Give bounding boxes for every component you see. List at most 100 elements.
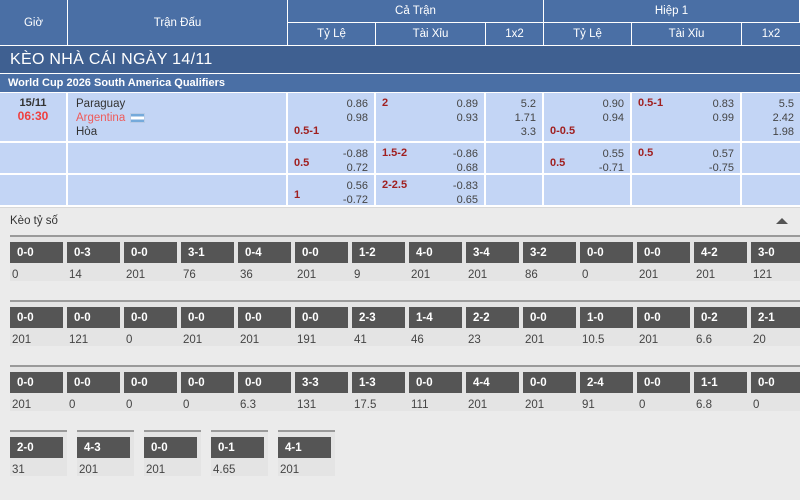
match-date: 15/11 xyxy=(19,97,47,109)
val: 5.5 xyxy=(778,98,794,110)
draw-label: Hòa xyxy=(76,126,98,138)
score-cell[interactable]: 0-0 201 xyxy=(523,365,580,430)
score-cell[interactable]: 0-0 0 xyxy=(124,300,181,365)
score-cell-inner: 0-0 0 xyxy=(637,365,694,411)
h1-tyle-cell-2[interactable]: 0.5 0.55 -0.71 xyxy=(544,143,632,175)
score-cell[interactable]: 3-2 86 xyxy=(523,235,580,300)
score-cell-inner: 0-0 0 xyxy=(181,365,238,411)
score-badge: 0-0 xyxy=(144,437,197,458)
score-cell[interactable]: 2-2 23 xyxy=(466,300,523,365)
header-group-ca-tran: Cả Trận Tỷ Lệ Tài Xỉu 1x2 xyxy=(288,0,544,46)
score-cell[interactable]: 4-0 201 xyxy=(409,235,466,300)
score-cell[interactable]: 0-0 111 xyxy=(409,365,466,430)
score-cell[interactable]: 0-0 0 xyxy=(67,365,124,430)
score-odd-value: 23 xyxy=(468,334,481,346)
score-cell[interactable]: 4-3 201 xyxy=(77,430,144,495)
score-cell[interactable]: 3-0 121 xyxy=(751,235,800,300)
h1-taixiu-hdp-2: 0.5 xyxy=(638,147,654,159)
score-section-header[interactable]: Kèo tỷ số xyxy=(0,207,800,233)
h1-tyle-cell-3 xyxy=(544,175,632,207)
score-cell[interactable]: 0-0 0 xyxy=(751,365,800,430)
score-cell[interactable]: 0-0 6.3 xyxy=(238,365,295,430)
score-cell[interactable]: 0-0 0 xyxy=(637,365,694,430)
caret-up-icon[interactable] xyxy=(776,217,788,224)
ct-taixiu-cell-1[interactable]: 2 0.89 0.93 xyxy=(376,93,486,143)
score-cell[interactable]: 0-0 201 xyxy=(238,300,295,365)
score-cell-inner: 0-0 201 xyxy=(10,365,67,411)
score-cell[interactable]: 1-4 46 xyxy=(409,300,466,365)
h1-tyle-cell-1[interactable]: 0-0.5 0.90 0.94 xyxy=(544,93,632,143)
score-cell[interactable]: 0-1 4.65 xyxy=(211,430,278,495)
score-cell[interactable]: 4-2 201 xyxy=(694,235,751,300)
ct-tyle-cell-3[interactable]: 1 0.56 -0.72 xyxy=(288,175,376,207)
h1-taixiu-cell-1[interactable]: 0.5-1 0.83 0.99 xyxy=(632,93,742,143)
val: 0.65 xyxy=(456,194,478,206)
h1-tyle-hdp-2: 0.5 xyxy=(550,157,566,169)
score-cell-inner: 4-2 201 xyxy=(694,235,751,281)
score-cell[interactable]: 4-4 201 xyxy=(466,365,523,430)
score-cell[interactable]: 3-3 131 xyxy=(295,365,352,430)
score-cell-inner: 2-3 41 xyxy=(352,300,409,346)
score-cell[interactable]: 2-3 41 xyxy=(352,300,409,365)
score-cell[interactable]: 4-1 201 xyxy=(278,430,345,495)
ct-tyle-vals-1: 0.86 0.98 xyxy=(347,97,368,125)
score-cell[interactable]: 0-0 0 xyxy=(580,235,637,300)
score-odd-value: 0 xyxy=(582,269,589,281)
h1-taixiu-cell-2[interactable]: 0.5 0.57 -0.75 xyxy=(632,143,742,175)
score-cell-inner: 0-0 6.3 xyxy=(238,365,295,411)
ct-tyle-cell-1[interactable]: 0.5-1 0.86 0.98 xyxy=(288,93,376,143)
score-cell[interactable]: 0-0 201 xyxy=(10,300,67,365)
score-cell[interactable]: 0-0 201 xyxy=(10,365,67,430)
odds-row: 0.5 -0.88 0.72 1.5-2 -0.86 0.68 0.5 0.55… xyxy=(0,143,800,175)
h1-taixiu-cell-3 xyxy=(632,175,742,207)
score-cell-inner: 1-1 6.8 xyxy=(694,365,751,411)
score-cell[interactable]: 1-2 9 xyxy=(352,235,409,300)
score-cell[interactable]: 0-3 14 xyxy=(67,235,124,300)
score-badge: 3-4 xyxy=(466,242,519,263)
score-cell[interactable]: 0-2 6.6 xyxy=(694,300,751,365)
val: 5.2 xyxy=(520,98,536,110)
h1-1x2-cell-1[interactable]: 5.5 2.42 1.98 xyxy=(742,93,800,143)
score-badge: 1-2 xyxy=(352,242,405,263)
score-cell-inner: 0-0 201 xyxy=(523,365,580,411)
score-cell[interactable]: 0-0 201 xyxy=(637,300,694,365)
match-teams-cell[interactable]: Paraguay Argentina Hòa xyxy=(68,93,288,143)
score-cell-inner: 0-0 0 xyxy=(67,365,124,411)
score-cell[interactable]: 0-0 0 xyxy=(10,235,67,300)
score-cell[interactable]: 0-0 201 xyxy=(295,235,352,300)
score-cell[interactable]: 0-0 201 xyxy=(181,300,238,365)
score-cell[interactable]: 2-4 91 xyxy=(580,365,637,430)
score-cell-inner: 1-2 9 xyxy=(352,235,409,281)
val: 0.57 xyxy=(712,148,734,160)
ct-tyle-cell-2[interactable]: 0.5 -0.88 0.72 xyxy=(288,143,376,175)
score-cell[interactable]: 2-0 31 xyxy=(10,430,77,495)
score-badge: 1-4 xyxy=(409,307,462,328)
ct-taixiu-cell-2[interactable]: 1.5-2 -0.86 0.68 xyxy=(376,143,486,175)
score-cell[interactable]: 0-0 0 xyxy=(124,365,181,430)
score-odd-value: 201 xyxy=(525,399,545,411)
score-cell[interactable]: 0-0 201 xyxy=(637,235,694,300)
score-cell[interactable]: 3-1 76 xyxy=(181,235,238,300)
score-cell[interactable]: 0-4 36 xyxy=(238,235,295,300)
score-cell[interactable]: 0-0 201 xyxy=(124,235,181,300)
match-time-cell: 15/11 06:30 xyxy=(0,93,68,143)
ct-taixiu-cell-3[interactable]: 2-2.5 -0.83 0.65 xyxy=(376,175,486,207)
val: 0.86 xyxy=(346,98,368,110)
score-cell[interactable]: 0-0 201 xyxy=(144,430,211,495)
score-cell[interactable]: 1-3 17.5 xyxy=(352,365,409,430)
score-cell[interactable]: 0-0 0 xyxy=(181,365,238,430)
ct-1x2-cell-1[interactable]: 5.2 1.71 3.3 xyxy=(486,93,544,143)
score-cell[interactable]: 0-0 201 xyxy=(523,300,580,365)
score-cell[interactable]: 3-4 201 xyxy=(466,235,523,300)
header-h1-taixiu: Tài Xỉu xyxy=(632,23,742,46)
score-cell[interactable]: 0-0 121 xyxy=(67,300,124,365)
score-badge: 0-0 xyxy=(295,307,348,328)
val: -0.88 xyxy=(342,148,368,160)
score-cell[interactable]: 1-0 10.5 xyxy=(580,300,637,365)
score-cell-inner: 0-0 201 xyxy=(10,300,67,346)
score-cell[interactable]: 2-1 20 xyxy=(751,300,800,365)
score-odd-value: 201 xyxy=(696,269,716,281)
score-cell[interactable]: 1-1 6.8 xyxy=(694,365,751,430)
spacer-tran-3 xyxy=(68,175,288,207)
score-cell[interactable]: 0-0 191 xyxy=(295,300,352,365)
